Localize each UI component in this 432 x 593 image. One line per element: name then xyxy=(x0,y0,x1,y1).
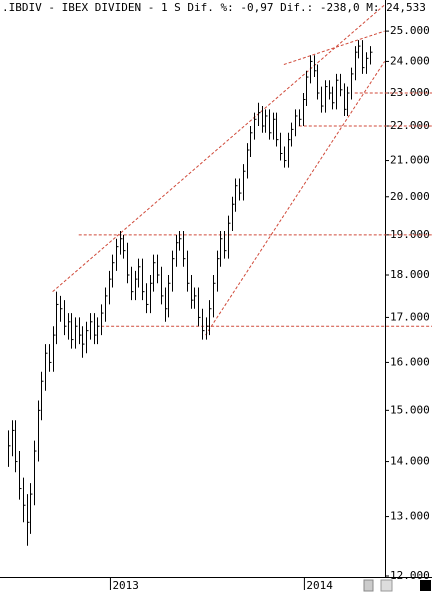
y-tick-label: 25.000 xyxy=(390,24,430,37)
x-tick-label: 2013 xyxy=(112,579,139,592)
y-tick-label: 16.000 xyxy=(390,355,430,368)
y-tick-label: 13.000 xyxy=(390,510,430,523)
y-tick-label: 18.000 xyxy=(390,268,430,281)
y-tick-label: 12.000 xyxy=(390,569,430,582)
icon[interactable] xyxy=(363,579,374,592)
trend-line xyxy=(52,4,385,293)
y-tick-label: 20.000 xyxy=(390,190,430,203)
y-tick-label: 15.000 xyxy=(390,403,430,416)
trend-line xyxy=(283,30,385,65)
y-tick-label: 14.000 xyxy=(390,455,430,468)
toolbar-icons xyxy=(363,579,431,592)
y-tick-label: 17.000 xyxy=(390,310,430,323)
icon[interactable] xyxy=(380,579,393,592)
icon[interactable] xyxy=(420,580,431,591)
trend-line xyxy=(205,61,386,336)
y-tick-label: 21.000 xyxy=(390,154,430,167)
y-tick-label: 24.000 xyxy=(390,54,430,67)
y-tick-label: 22.000 xyxy=(390,119,430,132)
x-tick-label: 2014 xyxy=(306,579,333,592)
chart-title: .IBDIV - IBEX DIVIDEN - 1 S Dif. %: -0,9… xyxy=(2,1,426,14)
